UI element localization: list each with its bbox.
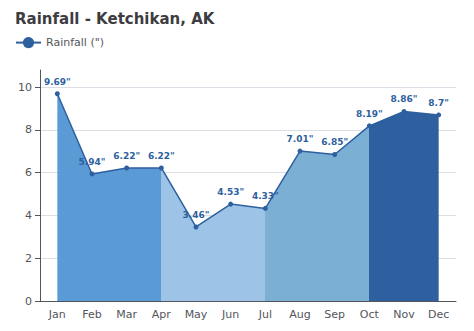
svg-text:8.19": 8.19" <box>356 109 383 119</box>
svg-text:Jun: Jun <box>221 308 239 321</box>
svg-text:Dec: Dec <box>428 308 449 321</box>
svg-text:Nov: Nov <box>393 308 415 321</box>
svg-text:May: May <box>185 308 208 321</box>
svg-text:8: 8 <box>25 123 32 136</box>
svg-text:Rainfall - Ketchikan, AK: Rainfall - Ketchikan, AK <box>15 10 216 28</box>
svg-text:Rainfall ("): Rainfall (") <box>46 36 104 49</box>
svg-text:4.53": 4.53" <box>217 187 244 197</box>
svg-text:7.01": 7.01" <box>287 134 314 144</box>
svg-text:6.22": 6.22" <box>113 151 140 161</box>
svg-text:Sep: Sep <box>324 308 345 321</box>
svg-text:Apr: Apr <box>152 308 172 321</box>
svg-text:6.22": 6.22" <box>148 151 175 161</box>
svg-text:0: 0 <box>25 295 32 308</box>
svg-text:Jul: Jul <box>258 308 272 321</box>
svg-text:Aug: Aug <box>289 308 310 321</box>
svg-text:Oct: Oct <box>360 308 380 321</box>
svg-text:4.33": 4.33" <box>252 191 279 201</box>
svg-text:10: 10 <box>18 81 32 94</box>
svg-text:9.69": 9.69" <box>44 77 71 87</box>
svg-text:6: 6 <box>25 166 32 179</box>
svg-text:2: 2 <box>25 252 32 265</box>
svg-text:6.85": 6.85" <box>321 137 348 147</box>
svg-text:8.86": 8.86" <box>391 94 418 104</box>
svg-text:8.7": 8.7" <box>428 98 449 108</box>
svg-text:5.94": 5.94" <box>79 157 106 167</box>
svg-text:Jan: Jan <box>48 308 66 321</box>
svg-text:Feb: Feb <box>82 308 101 321</box>
svg-text:Mar: Mar <box>116 308 137 321</box>
svg-text:4: 4 <box>25 209 32 222</box>
svg-text:3.46": 3.46" <box>183 210 210 220</box>
